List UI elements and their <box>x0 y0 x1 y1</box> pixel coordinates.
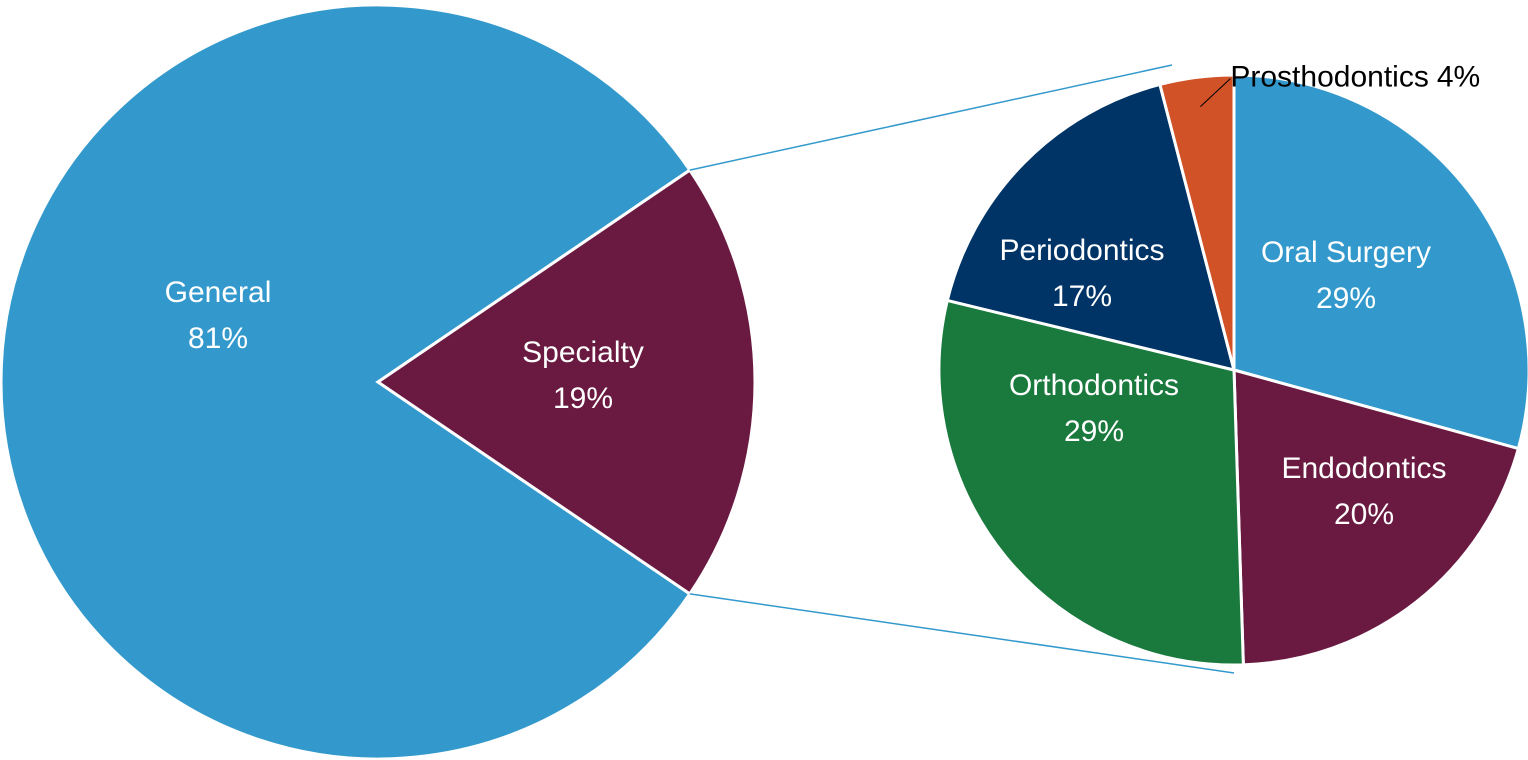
slice-label: Specialty 19% <box>522 336 644 415</box>
pie-slice <box>945 82 1237 373</box>
pie-slice <box>937 298 1245 667</box>
category-label: Periodontics <box>999 234 1164 267</box>
value-label: 17% <box>1052 280 1112 313</box>
value-label: 81% <box>188 322 248 355</box>
connector-line <box>689 593 1235 674</box>
slice-label: Oral Surgery 29% <box>1261 236 1431 315</box>
slice-label: Periodontics 17% <box>999 234 1164 313</box>
connector-line <box>689 64 1173 171</box>
pie-slice <box>0 3 692 760</box>
pie-slice <box>375 168 757 596</box>
slice-label: Orthodontics 29% <box>1009 369 1179 448</box>
leader-line <box>1200 78 1231 108</box>
slice-label: General 81% <box>165 276 272 355</box>
value-label: 29% <box>1316 282 1376 315</box>
category-label: Prosthodontics <box>1230 61 1428 94</box>
pie-slice <box>1232 368 1521 667</box>
category-label: Endodontics <box>1281 452 1446 485</box>
value-label: 4% <box>1437 61 1480 94</box>
category-label: Orthodontics <box>1009 369 1179 402</box>
value-label: 29% <box>1064 415 1124 448</box>
slice-label: Prosthodontics 4% <box>1230 61 1480 94</box>
category-label: Oral Surgery <box>1261 236 1431 269</box>
value-label: 19% <box>553 382 613 415</box>
category-label: Specialty <box>522 336 644 369</box>
pie-slice <box>1232 73 1528 451</box>
pie-slice <box>1158 73 1236 371</box>
category-label: General <box>165 276 272 309</box>
value-label: 20% <box>1334 498 1394 531</box>
slice-label: Endodontics 20% <box>1281 452 1446 531</box>
